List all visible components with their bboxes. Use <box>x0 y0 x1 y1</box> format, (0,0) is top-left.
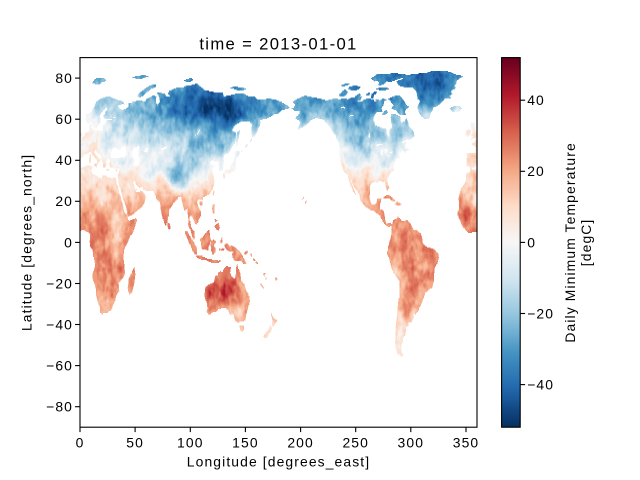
svg-text:20: 20 <box>55 193 73 209</box>
svg-text:40: 40 <box>55 152 73 168</box>
svg-text:0: 0 <box>64 234 73 250</box>
svg-text:0: 0 <box>527 234 536 250</box>
svg-text:300: 300 <box>398 434 425 450</box>
svg-text:100: 100 <box>177 434 204 450</box>
svg-text:[degC]: [degC] <box>578 219 594 267</box>
svg-text:−80: −80 <box>46 399 73 415</box>
svg-text:−40: −40 <box>527 377 554 393</box>
svg-text:60: 60 <box>55 111 73 127</box>
svg-text:350: 350 <box>453 434 480 450</box>
svg-text:Daily Minimum Temperature: Daily Minimum Temperature <box>562 142 578 342</box>
svg-text:200: 200 <box>287 434 314 450</box>
svg-text:Longitude [degrees_east]: Longitude [degrees_east] <box>187 454 370 470</box>
svg-text:time = 2013-01-01: time = 2013-01-01 <box>199 35 357 54</box>
svg-text:80: 80 <box>55 70 73 86</box>
svg-text:150: 150 <box>232 434 259 450</box>
svg-text:40: 40 <box>527 92 545 108</box>
svg-text:−60: −60 <box>46 358 73 374</box>
svg-text:20: 20 <box>527 163 545 179</box>
svg-text:−20: −20 <box>527 305 554 321</box>
svg-text:−20: −20 <box>46 275 73 291</box>
svg-text:0: 0 <box>76 434 85 450</box>
svg-text:250: 250 <box>342 434 369 450</box>
svg-text:Latitude [degrees_north]: Latitude [degrees_north] <box>19 154 35 331</box>
svg-text:50: 50 <box>126 434 144 450</box>
svg-text:−40: −40 <box>46 316 73 332</box>
